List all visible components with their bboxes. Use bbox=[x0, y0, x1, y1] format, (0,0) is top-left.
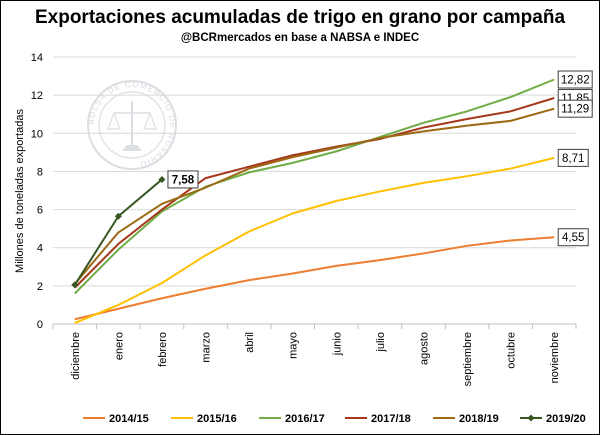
x-tick-label: febrero bbox=[157, 332, 169, 367]
x-axis-ticks: diciembre enero febrero marzo abril mayo junio… bbox=[70, 332, 561, 386]
data-point-marker bbox=[71, 281, 79, 289]
legend-label: 2014/15 bbox=[109, 413, 149, 425]
end-label: 12,82 bbox=[561, 75, 590, 87]
end-label: 8,71 bbox=[562, 153, 584, 165]
x-tick-label: noviembre bbox=[549, 332, 561, 383]
end-label-box bbox=[557, 99, 593, 118]
y-axis-ticks: 0 2 4 6 8 10 12 14 bbox=[31, 52, 43, 331]
y-axis-label: Millones de toneladas exportadas bbox=[14, 109, 26, 273]
x-tick-label: octubre bbox=[506, 332, 518, 369]
end-label: 7,58 bbox=[172, 174, 195, 186]
end-label-box bbox=[557, 148, 589, 167]
legend: 2014/15 2015/16 2016/17 2017/18 2018/19 2019/… bbox=[83, 413, 586, 425]
watermark-seal: BOLSA DE COMERCIO DE ROSARIO bbox=[87, 80, 177, 170]
chart-subtitle: @BCRmercados en base a NABSA e INDEC bbox=[180, 32, 420, 44]
x-tick-label: abril bbox=[244, 332, 256, 353]
series-line bbox=[74, 107, 555, 285]
series-line bbox=[74, 78, 555, 295]
legend-marker bbox=[527, 414, 535, 422]
x-tick-label: mayo bbox=[288, 332, 300, 359]
series-lines bbox=[71, 78, 555, 324]
x-tick-label: junio bbox=[331, 332, 343, 356]
x-tick-label: julio bbox=[375, 332, 387, 353]
series-line bbox=[74, 97, 555, 289]
y-tick-label: 0 bbox=[37, 319, 43, 331]
x-tick-label: septiembre bbox=[462, 332, 474, 386]
x-tick-label: enero bbox=[113, 332, 125, 360]
end-label: 11,29 bbox=[561, 104, 589, 116]
x-tick-label: diciembre bbox=[70, 332, 82, 380]
y-tick-label: 8 bbox=[37, 166, 43, 178]
x-tick-label: marzo bbox=[201, 332, 213, 363]
end-label: 4,55 bbox=[562, 232, 584, 244]
y-tick-label: 14 bbox=[31, 52, 43, 64]
legend-label: 2018/19 bbox=[459, 413, 499, 425]
y-tick-label: 12 bbox=[31, 90, 43, 102]
y-tick-label: 2 bbox=[37, 281, 43, 293]
end-label-box bbox=[557, 228, 589, 247]
y-tick-label: 10 bbox=[31, 128, 43, 140]
legend-label: 2019/20 bbox=[546, 413, 586, 425]
gridlines bbox=[52, 56, 577, 329]
data-point-marker bbox=[158, 175, 166, 183]
end-label-box bbox=[167, 170, 199, 189]
y-tick-label: 4 bbox=[37, 243, 43, 255]
legend-label: 2016/17 bbox=[285, 413, 325, 425]
legend-label: 2017/18 bbox=[371, 413, 411, 425]
end-label-box bbox=[557, 70, 593, 89]
x-tick-label: agosto bbox=[418, 332, 430, 365]
data-point-marker bbox=[114, 212, 122, 220]
chart-title: Exportaciones acumuladas de trigo en gra… bbox=[34, 7, 566, 28]
y-tick-label: 6 bbox=[37, 205, 43, 217]
legend-label: 2015/16 bbox=[197, 413, 237, 425]
series-line bbox=[74, 236, 555, 321]
series-line bbox=[74, 156, 555, 324]
